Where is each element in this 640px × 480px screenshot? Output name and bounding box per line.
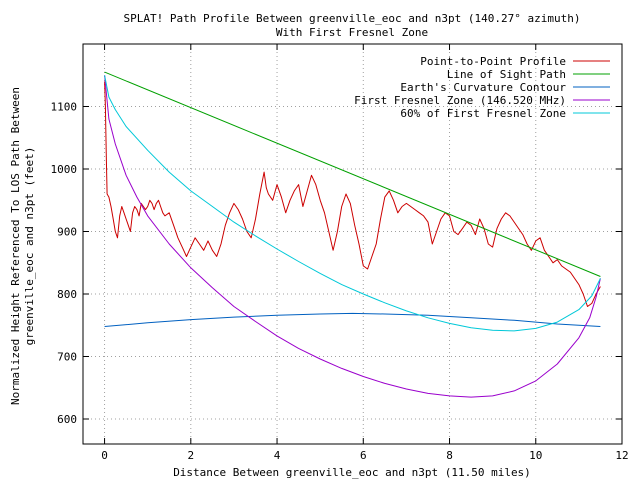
x-tick-label: 0 xyxy=(101,449,108,462)
plot-frame xyxy=(82,43,623,445)
x-tick-label: 12 xyxy=(615,449,628,462)
chart-title: SPLAT! Path Profile Between greenville_e… xyxy=(124,12,581,25)
legend-label: Line of Sight Path xyxy=(447,68,566,81)
x-axis-label: Distance Between greenville_eoc and n3pt… xyxy=(173,466,531,479)
x-tick-label: 8 xyxy=(446,449,453,462)
series-line-earth-s-curvature-contour xyxy=(104,312,601,327)
legend-label: Earth's Curvature Contour xyxy=(400,81,566,94)
series-line-point-to-point-profile xyxy=(104,81,601,307)
y-tick-label: 800 xyxy=(57,288,77,301)
legend-label: 60% of First Fresnel Zone xyxy=(400,107,566,120)
y-axis-label-line1: Normalized Height Referenced To LOS Path… xyxy=(9,87,22,405)
series-line-first-fresnel-zone-146-520-mhz xyxy=(104,75,601,398)
x-tick-label: 4 xyxy=(274,449,281,462)
plot-series xyxy=(104,71,601,398)
x-tick-label: 10 xyxy=(529,449,542,462)
series-line-60-of-first-fresnel-zone xyxy=(104,75,601,332)
legend-label: Point-to-Point Profile xyxy=(420,55,566,68)
series-line-line-of-sight-path xyxy=(104,71,601,277)
x-tick-label: 6 xyxy=(360,449,367,462)
axis-ticks: 0 2 4 6 8 10 12 600 700 800 900 1000 1100 xyxy=(51,44,629,462)
y-tick-label: 900 xyxy=(57,226,77,239)
chart-subtitle: With First Fresnel Zone xyxy=(276,26,428,39)
y-axis-label-line2: greenville_eoc and n3pt (feet) xyxy=(23,147,36,346)
x-tick-label: 2 xyxy=(187,449,194,462)
y-tick-label: 600 xyxy=(57,413,77,426)
y-tick-label: 1000 xyxy=(51,163,78,176)
legend-label: First Fresnel Zone (146.520 MHz) xyxy=(354,94,566,107)
y-tick-label: 1100 xyxy=(51,101,78,114)
y-tick-label: 700 xyxy=(57,351,77,364)
